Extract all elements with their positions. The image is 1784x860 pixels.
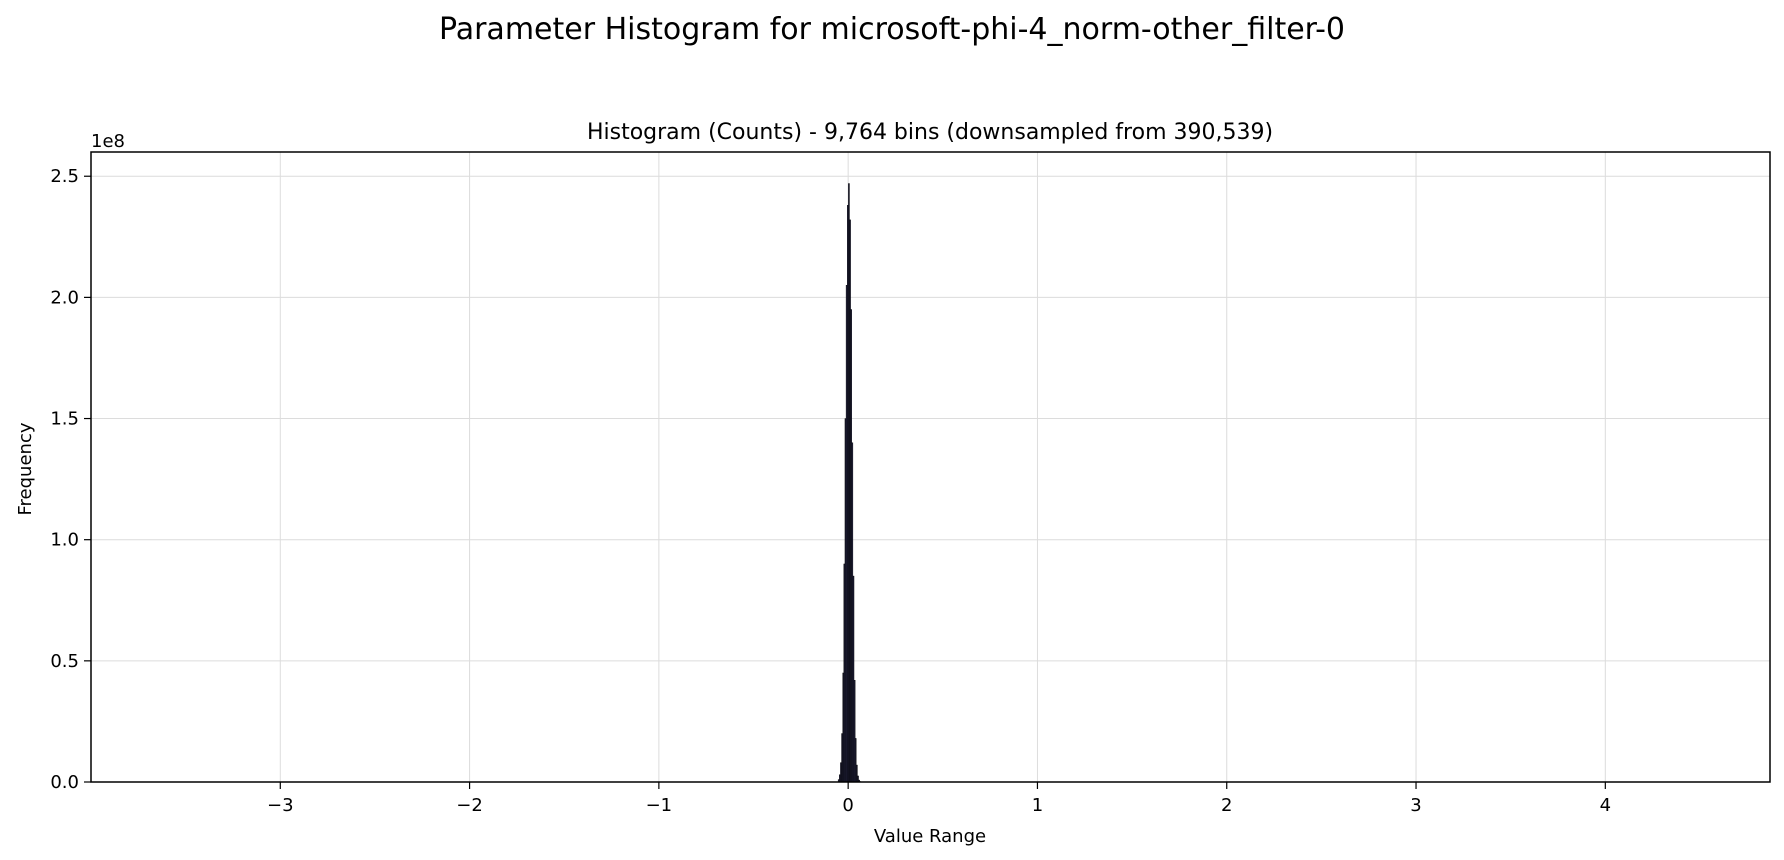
x-axis-ticks: −3 −2 −1 0 1 2 3 4: [267, 782, 1611, 816]
y-tick-label: 0.5: [50, 651, 79, 672]
y-tick-label: 1.5: [50, 409, 79, 430]
histogram-bars: [837, 183, 862, 783]
chart-title: Histogram (Counts) - 9,764 bins (downsam…: [587, 120, 1273, 145]
grid-lines: [91, 152, 1770, 783]
y-axis-ticks: 0.0 0.5 1.0 1.5 2.0 2.5: [50, 166, 91, 793]
x-tick-label: 1: [1032, 795, 1043, 816]
x-tick-label: 4: [1600, 795, 1611, 816]
x-tick-label: 0: [842, 795, 853, 816]
y-offset-label: 1e8: [91, 131, 125, 152]
x-tick-label: 3: [1410, 795, 1421, 816]
plot-frame: [90, 151, 1771, 783]
y-axis-label: Frequency: [15, 422, 36, 515]
x-tick-label: −1: [646, 795, 673, 816]
y-tick-label: 2.0: [50, 287, 79, 308]
figure-title: Parameter Histogram for microsoft-phi-4_…: [439, 12, 1345, 47]
x-axis-label: Value Range: [874, 826, 986, 847]
x-tick-label: −2: [456, 795, 483, 816]
x-tick-label: 2: [1221, 795, 1232, 816]
y-tick-label: 2.5: [50, 166, 79, 187]
x-tick-label: −3: [267, 795, 294, 816]
y-tick-label: 0.0: [50, 772, 79, 793]
y-tick-label: 1.0: [50, 530, 79, 551]
